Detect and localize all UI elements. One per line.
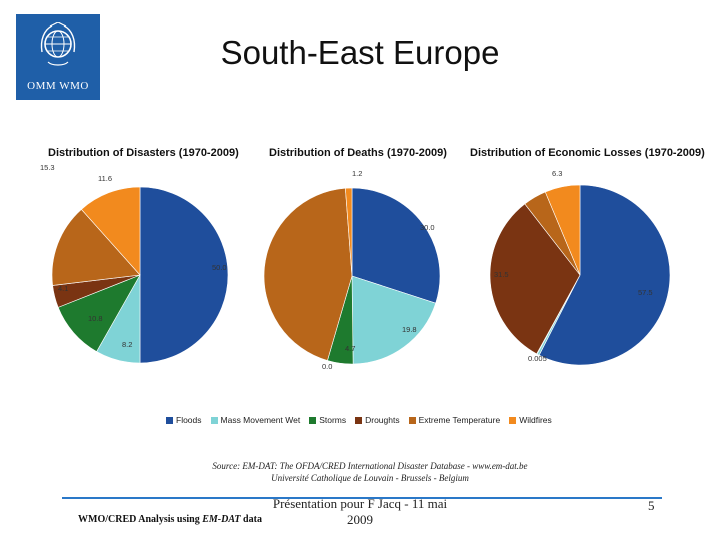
footer-presentation-line-1: Présentation pour F Jacq - 11 mai bbox=[272, 496, 448, 511]
logo-text: OMM WMO bbox=[27, 80, 89, 92]
pie-slice-mass-movement-wet bbox=[351, 275, 437, 365]
slide-title: South-East Europe bbox=[220, 34, 500, 71]
footer-credit: WMO/CRED Analysis using EM-DAT data bbox=[78, 514, 262, 525]
legend-label: Wildfires bbox=[519, 415, 552, 425]
footer-presentation-line-2: 2009 bbox=[347, 512, 373, 527]
chart-title-disasters: Distribution of Disasters (1970-2009) bbox=[48, 147, 239, 159]
data-label-storms: 4.7 bbox=[345, 344, 355, 353]
data-label-wildfires: 6.3 bbox=[552, 169, 562, 178]
data-label-floods: 50.0 bbox=[212, 263, 227, 272]
footer-presentation: Présentation pour F Jacq - 11 mai 2009 bbox=[240, 496, 480, 528]
chart-legend: Floods Mass Movement Wet Storms Droughts… bbox=[166, 415, 586, 425]
chart-title-economic-losses: Distribution of Economic Losses (1970-20… bbox=[470, 147, 705, 159]
page-number: 5 bbox=[648, 498, 655, 513]
source-line-2: Université Catholique de Louvain - Bruss… bbox=[271, 473, 469, 483]
legend-item-storms: Storms bbox=[309, 415, 346, 425]
data-label-mass-movement-wet: 19.8 bbox=[402, 325, 417, 334]
wmo-logo: OMM WMO bbox=[16, 14, 100, 100]
legend-item-mass-movement-wet: Mass Movement Wet bbox=[210, 415, 301, 425]
legend-swatch bbox=[509, 416, 517, 424]
pie-chart-economic-losses: 57.5 0.005 31.5 6.3 bbox=[489, 169, 671, 366]
source-line-1: Source: EM-DAT: The OFDA/CRED Internatio… bbox=[212, 461, 528, 471]
legend-swatch bbox=[166, 416, 173, 424]
data-label-floods: 30.0 bbox=[420, 223, 435, 232]
legend-item-wildfires: Wildfires bbox=[509, 415, 552, 425]
pie-slice-floods bbox=[139, 186, 229, 364]
footer-divider bbox=[62, 497, 662, 499]
data-label-wildfires: 1.2 bbox=[352, 169, 362, 178]
pie-slice-floods bbox=[351, 187, 441, 304]
legend-item-droughts: Droughts bbox=[355, 415, 400, 425]
pie-chart-disasters: 50.0 8.2 10.8 4.1 15.3 11.6 bbox=[40, 163, 229, 364]
pie-slice-floods bbox=[538, 184, 671, 366]
chart-title-deaths: Distribution of Deaths (1970-2009) bbox=[269, 147, 447, 159]
pie-slice-droughts bbox=[489, 203, 581, 355]
data-label-mass-movement-wet: 0.005 bbox=[528, 354, 547, 363]
legend-item-floods: Floods bbox=[166, 415, 202, 425]
legend-swatch bbox=[408, 416, 416, 424]
footer-credit-prefix: WMO/CRED Analysis using bbox=[78, 514, 203, 525]
legend-swatch bbox=[210, 416, 218, 424]
pie-slice-extreme-temperature bbox=[263, 187, 353, 361]
data-label-extreme-temperature: 15.3 bbox=[40, 163, 55, 172]
source-note: Source: EM-DAT: The OFDA/CRED Internatio… bbox=[180, 460, 560, 484]
data-label-storms: 10.8 bbox=[88, 314, 103, 323]
data-label-droughts: 4.1 bbox=[58, 284, 68, 293]
legend-label: Floods bbox=[176, 415, 202, 425]
legend-label: Storms bbox=[319, 415, 347, 425]
data-label-floods: 57.5 bbox=[638, 288, 653, 297]
legend-label: Mass Movement Wet bbox=[220, 415, 301, 425]
pie-slice-wildfires bbox=[544, 184, 581, 276]
footer-credit-suffix: data bbox=[240, 514, 262, 525]
pie-slice-extreme-temperature bbox=[51, 208, 141, 286]
legend-swatch bbox=[309, 416, 317, 424]
legend-swatch bbox=[355, 416, 363, 424]
wmo-emblem-icon bbox=[40, 22, 76, 66]
data-label-wildfires: 11.6 bbox=[98, 174, 112, 183]
legend-label: Droughts bbox=[365, 415, 400, 425]
data-label-droughts: 0.0 bbox=[322, 362, 332, 371]
data-label-mass-movement-wet: 8.2 bbox=[122, 340, 132, 349]
footer-credit-source: EM-DAT bbox=[202, 514, 241, 525]
pie-slice-wildfires bbox=[80, 186, 141, 276]
data-label-droughts: 31.5 bbox=[494, 270, 509, 279]
pie-slice-wildfires bbox=[345, 187, 353, 277]
legend-item-extreme-temperature: Extreme Temperature bbox=[408, 415, 501, 425]
pie-chart-deaths: 30.0 19.8 4.7 0.0 1.2 bbox=[263, 169, 441, 371]
legend-label: Extreme Temperature bbox=[418, 415, 501, 425]
